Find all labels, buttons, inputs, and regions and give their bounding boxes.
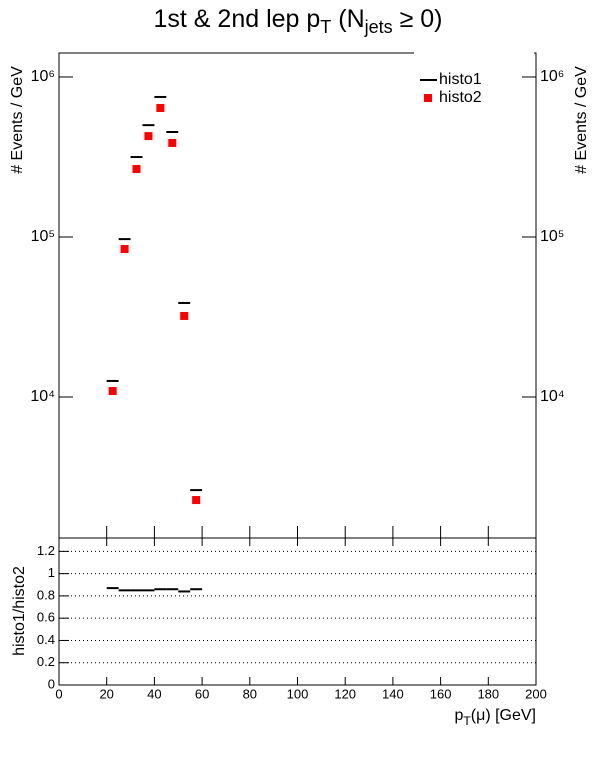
title-box [414, 40, 534, 60]
x-tick-label: 0 [55, 686, 62, 701]
title-part: jets [364, 17, 393, 37]
marker [120, 245, 129, 254]
legend-label: histo1 [439, 71, 482, 88]
x-tick-label: 40 [147, 686, 161, 701]
y-tick-label: 0.2 [37, 654, 55, 669]
marker [132, 165, 141, 174]
legend-label: histo2 [439, 89, 482, 106]
title-part: 1st & 2nd lep p [154, 5, 321, 33]
marker [108, 387, 117, 396]
title-part: ≥ 0) [393, 5, 443, 33]
y2-tick-label: 10⁵ [540, 228, 564, 245]
x-label-part: p [455, 707, 464, 724]
chart-title: 1st & 2nd lep pT (Njets ≥ 0) [154, 5, 443, 37]
y-axis-label: histo1/histo2 [11, 566, 28, 656]
y2-tick-label: 10⁴ [540, 388, 565, 405]
marker [168, 138, 177, 147]
y-tick-label: 0.4 [37, 632, 55, 647]
y-tick-label: 0.8 [37, 587, 55, 602]
x-tick-label: 80 [243, 686, 257, 701]
marker [156, 103, 165, 112]
marker [180, 311, 189, 320]
y-tick-label: 10⁶ [31, 68, 55, 85]
x-tick-label: 120 [334, 686, 356, 701]
x-axis-label: pT(μ) [GeV] [455, 707, 536, 728]
marker [144, 132, 153, 141]
y-axis-label: # Events / GeV [9, 66, 26, 174]
x-tick-label: 20 [99, 686, 113, 701]
x-tick-label: 160 [430, 686, 452, 701]
y2-axis-label: # Events / GeV [573, 66, 590, 174]
y-tick-label: 0 [48, 676, 55, 691]
y-tick-label: 10⁵ [31, 228, 55, 245]
x-label-part: T [463, 714, 471, 728]
y-tick-label: 0.6 [37, 610, 55, 625]
x-tick-label: 140 [382, 686, 404, 701]
x-label-part: (μ) [GeV] [471, 707, 536, 724]
x-tick-label: 200 [525, 686, 547, 701]
legend-marker [424, 94, 432, 102]
title-part: T [320, 17, 331, 37]
title-part: (N [331, 5, 364, 33]
x-tick-label: 100 [287, 686, 309, 701]
y2-tick-label: 10⁶ [540, 68, 564, 85]
marker [192, 496, 201, 505]
x-tick-label: 180 [477, 686, 499, 701]
y-tick-label: 1.2 [37, 543, 55, 558]
y-tick-label: 10⁴ [30, 388, 55, 405]
y-tick-label: 1 [48, 565, 55, 580]
x-tick-label: 60 [195, 686, 209, 701]
